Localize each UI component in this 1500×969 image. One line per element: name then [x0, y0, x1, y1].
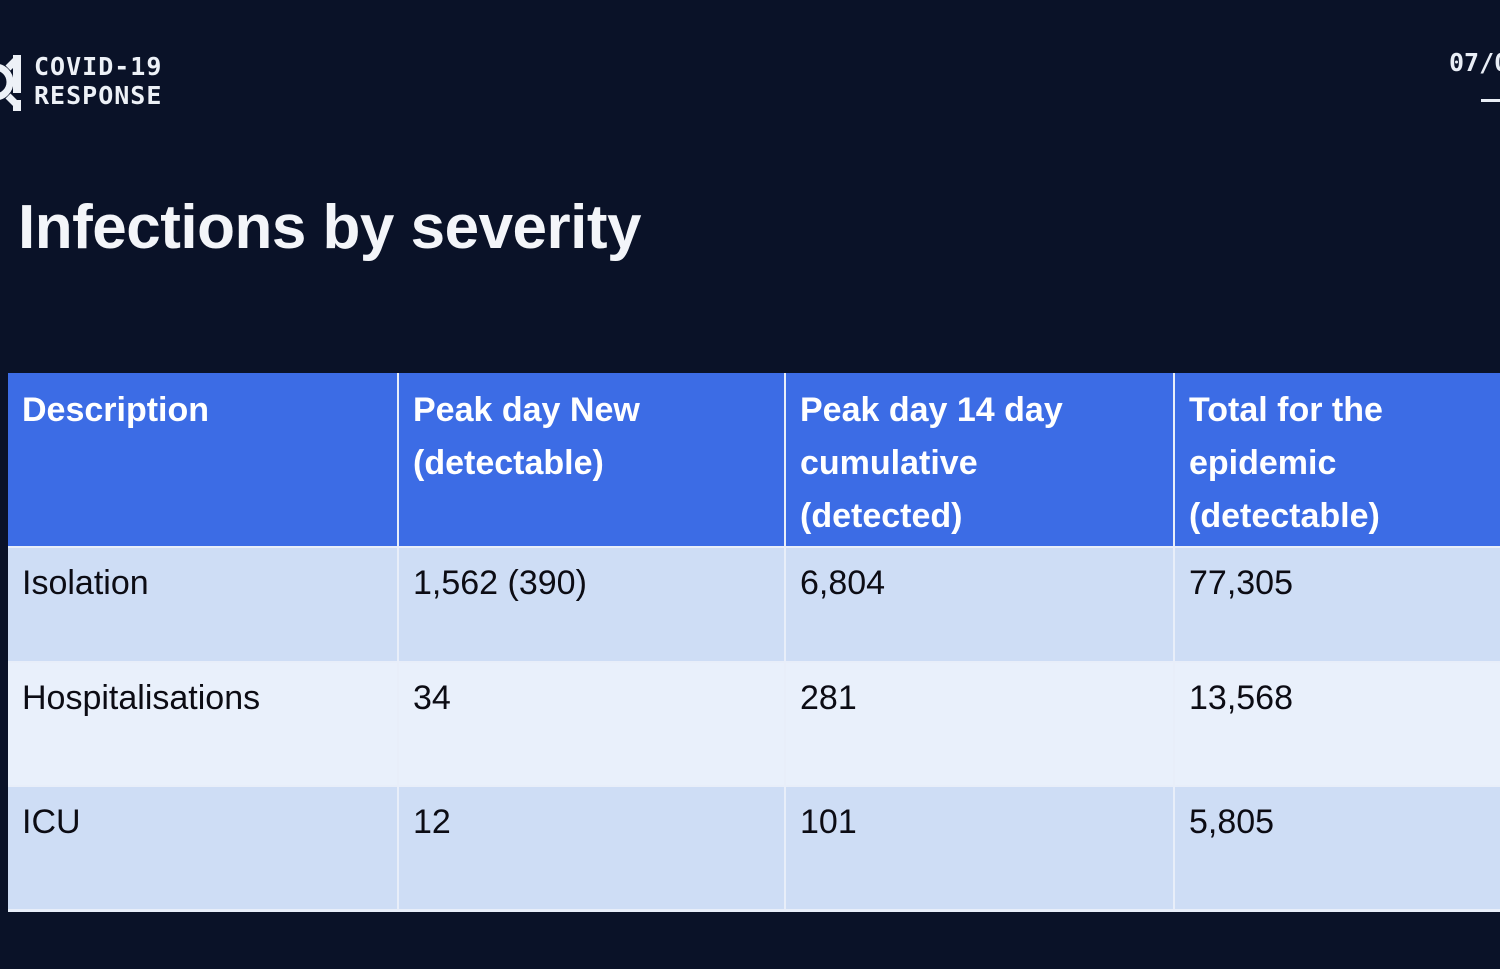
cell-row3-description: ICU	[8, 787, 397, 909]
severity-table: Description Peak day New (detectable) Pe…	[8, 373, 1500, 912]
cell-row2-total: 13,568	[1175, 663, 1500, 785]
exclamation-icon	[13, 55, 21, 111]
date-underline	[1481, 99, 1500, 102]
brand-name: COVID-19 RESPONSE	[34, 52, 162, 110]
cell-row2-description: Hospitalisations	[8, 663, 397, 785]
brand-name-line2: RESPONSE	[34, 81, 163, 110]
page-title: Infections by severity	[18, 193, 642, 262]
cell-row3-peak-14day: 101	[786, 787, 1173, 909]
header-peak-14day-cumulative: Peak day 14 day cumulative (detected)	[786, 373, 1173, 546]
slide-date: 07/0	[1449, 48, 1500, 77]
cell-row3-total: 5,805	[1175, 787, 1500, 909]
cell-row1-total: 77,305	[1175, 548, 1500, 661]
cell-row2-peak-day-new: 34	[399, 663, 784, 785]
cell-row1-description: Isolation	[8, 548, 397, 661]
cell-row1-peak-14day: 6,804	[786, 548, 1173, 661]
brand-name-line1: COVID-19	[34, 52, 163, 81]
header-total-epidemic: Total for the epidemic (detectable)	[1175, 373, 1500, 546]
cell-row1-peak-day-new: 1,562 (390)	[399, 548, 784, 661]
header-peak-day-new: Peak day New (detectable)	[399, 373, 784, 546]
cell-row2-peak-14day: 281	[786, 663, 1173, 785]
header-description: Description	[8, 373, 397, 546]
cell-row3-peak-day-new: 12	[399, 787, 784, 909]
